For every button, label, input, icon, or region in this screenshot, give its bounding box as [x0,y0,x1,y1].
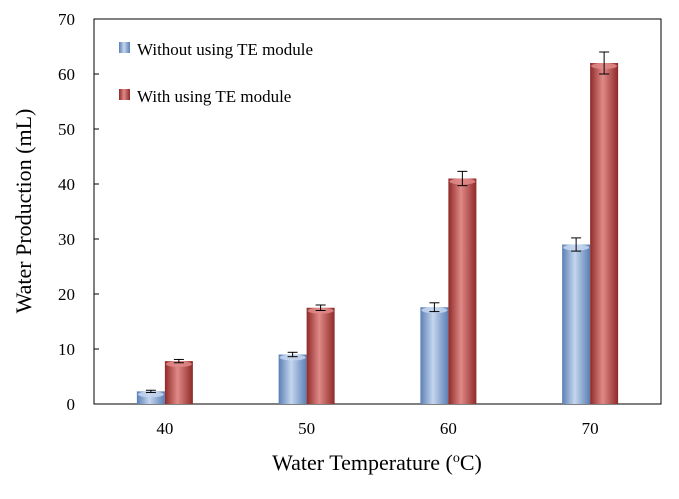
error-bar [429,302,440,313]
error-bar [173,358,184,364]
error-bar [287,351,298,358]
legend-label-with-te: With using TE module [137,87,291,106]
error-bar [315,304,326,311]
bar-with-te [306,307,335,404]
bar-top-highlight [165,361,192,368]
bar-with-te [448,178,477,404]
bar-with-te [164,361,193,404]
y-tick-label: 10 [58,340,75,359]
y-tick-label: 60 [58,65,75,84]
y-axis-ticks: 0 10 20 30 40 50 60 70 [58,10,99,414]
x-tick-label: 40 [156,419,173,438]
y-tick-label: 50 [58,120,75,139]
error-bar [599,51,610,75]
y-tick-label: 40 [58,175,75,194]
bar-series [136,63,619,404]
error-bar [145,389,156,393]
x-tick-label: 60 [440,419,457,438]
y-tick-label: 30 [58,230,75,249]
legend-swatch-with-te [119,89,130,100]
x-tick-label: 70 [582,419,599,438]
bar-top-highlight [137,391,164,398]
legend: Without using TE module With using TE mo… [119,40,313,106]
bar-with-te [590,63,619,404]
error-bar [457,170,468,187]
legend-swatch-without-te [119,42,130,53]
bar-without-te [562,244,591,404]
error-bar [571,237,582,252]
error-bars [145,51,610,393]
x-tick-label: 50 [298,419,315,438]
legend-label-without-te: Without using TE module [137,40,313,59]
y-tick-label: 0 [67,395,76,414]
x-axis-ticks: 40 50 60 70 [156,419,598,438]
y-axis-title: Water Production (mL) [11,109,36,314]
x-axis-title: Water Temperature (oC) [272,450,482,475]
bar-without-te [420,307,449,404]
y-tick-label: 70 [58,10,75,29]
bar-without-te [278,354,307,404]
y-tick-label: 20 [58,285,75,304]
bar-top-highlight [279,354,306,361]
